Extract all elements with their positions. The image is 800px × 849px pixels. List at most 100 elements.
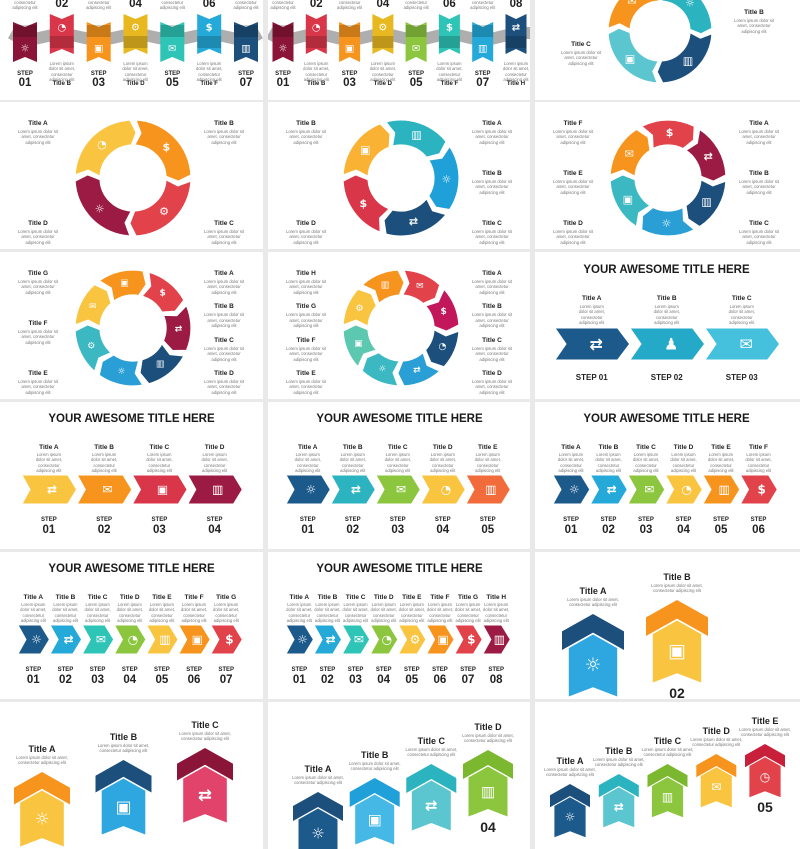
arrow-description: Lorem ipsum dolor sit amet, consectetur …	[177, 731, 233, 742]
arrow-title: Title C	[175, 720, 235, 730]
arrow-description: Lorem ipsum dolor sit amet, consectetur …	[565, 597, 621, 608]
arrow-description: Lorem ipsum dolor sit amet, consectetur …	[403, 747, 459, 758]
cycle-title: Title C	[735, 220, 783, 227]
pie-icon: ◔	[382, 633, 392, 647]
step-number: 03	[84, 77, 114, 90]
handshake-icon: ⇄	[614, 800, 624, 814]
step-description: Lorem ipsum dolor sit amet, consectetur …	[10, 0, 40, 11]
step-number: 05	[157, 77, 187, 90]
step-number: 03	[383, 524, 413, 537]
mail-icon: ✉	[412, 44, 420, 55]
step-description: Lorem ipsum dolor sit amet, consectetur …	[49, 602, 81, 624]
chart-icon: ▥	[662, 790, 673, 804]
pie-icon: ◔	[57, 23, 66, 34]
arrow-description: Lorem ipsum dolor sit amet, consectetur …	[290, 775, 346, 786]
step-title: Title H	[476, 594, 516, 601]
step-number: 01	[284, 674, 314, 687]
chart-icon: ▥	[241, 44, 250, 55]
arrow-number: 02	[657, 685, 697, 700]
cycle-description: Lorem ipsum dolor sit amet, consectetur …	[282, 379, 330, 395]
step-description: Lorem ipsum dolor sit amet, consectetur …	[480, 602, 512, 624]
arrow-title: Title A	[12, 744, 72, 754]
step-label: STEP	[179, 667, 209, 674]
step-description: Lorem ipsum dolor sit amet, consectetur …	[210, 602, 242, 624]
step-title: Title D	[423, 444, 463, 451]
step-title: Title C	[378, 444, 418, 451]
cycle-title: Title E	[282, 370, 330, 377]
step-number: 06	[194, 0, 224, 11]
slide-ribbon-2[interactable]: ☼◔▣⚙✉$▥⇄STEP01Lorem ipsum dolor sit amet…	[268, 0, 530, 100]
slide-heading: YOUR AWESOME TITLE HERE	[535, 413, 798, 426]
step-title: Title G	[206, 594, 246, 601]
step-number: 02	[338, 524, 368, 537]
step-description: Lorem ipsum dolor sit amet, consectetur …	[427, 452, 459, 474]
arrow-number: 04	[468, 819, 508, 835]
cycle-title: Title C	[557, 41, 605, 48]
handshake-icon: ⇄	[351, 483, 361, 497]
step-label: STEP	[669, 517, 699, 524]
chart-icon: ▥	[381, 280, 390, 290]
pie-icon: ◔	[438, 342, 446, 352]
arrow-description: Lorem ipsum dolor sit amet, consectetur …	[688, 737, 744, 748]
step-title: Title A	[551, 444, 591, 451]
step-description: Lorem ipsum dolor sit amet, consectetur …	[301, 61, 331, 83]
step-title: Title F	[739, 444, 779, 451]
step-label: STEP	[425, 667, 455, 674]
arrow-description: Lorem ipsum dolor sit amet, consectetur …	[542, 767, 598, 778]
arrow-number: 01	[573, 699, 613, 700]
step-label: STEP	[631, 517, 661, 524]
bulb-icon: ☼	[95, 203, 105, 216]
cycle-description: Lorem ipsum dolor sit amet, consectetur …	[468, 129, 516, 145]
step-label: STEP	[200, 517, 230, 524]
handshake-icon: ⇄	[589, 335, 602, 354]
step-number: 05	[401, 77, 431, 90]
step-number: 04	[121, 0, 151, 11]
bulb-icon: ☼	[565, 810, 576, 824]
pie-icon: ◔	[97, 138, 107, 151]
slide-ribbon-1[interactable]: ☼◔▣⚙✉$▥STEP01Lorem ipsum dolor sit amet,…	[0, 0, 263, 100]
cycle-title: Title F	[549, 120, 597, 127]
briefcase-icon: ▣	[120, 278, 129, 288]
step-label: STEP	[556, 517, 586, 524]
step-number: 01	[293, 524, 323, 537]
step-description: Lorem ipsum dolor sit amet, consectetur …	[335, 0, 365, 11]
step-description: Lorem ipsum dolor sit amet, consectetur …	[337, 452, 369, 474]
step-label: STEP	[115, 667, 145, 674]
step-title: Title B	[589, 444, 629, 451]
step-number: 04	[200, 524, 230, 537]
step-title: Title A	[29, 444, 69, 451]
step-number: 02	[89, 524, 119, 537]
step-description: Lorem ipsum dolor sit amet, consectetur …	[501, 61, 530, 83]
step-number: 03	[749, 373, 758, 382]
dollar-icon: $	[446, 23, 453, 34]
step-number: 03	[341, 674, 371, 687]
step-number: 01	[18, 674, 48, 687]
step-label: STEP	[284, 667, 314, 674]
arrow-description: Lorem ipsum dolor sit amet, consectetur …	[640, 747, 696, 758]
step-number: 05	[397, 674, 427, 687]
step-caption: STEP 01	[572, 373, 612, 382]
step-label: STEP	[744, 517, 774, 524]
mail-icon: ✉	[102, 483, 112, 497]
step-title: Title F	[434, 81, 464, 88]
cycle-title: Title A	[735, 120, 783, 127]
step-description: Lorem ipsum dolor sit amet, consectetur …	[434, 61, 464, 83]
briefcase-icon: ▣	[192, 633, 203, 647]
handshake-icon: ⇄	[413, 366, 421, 376]
